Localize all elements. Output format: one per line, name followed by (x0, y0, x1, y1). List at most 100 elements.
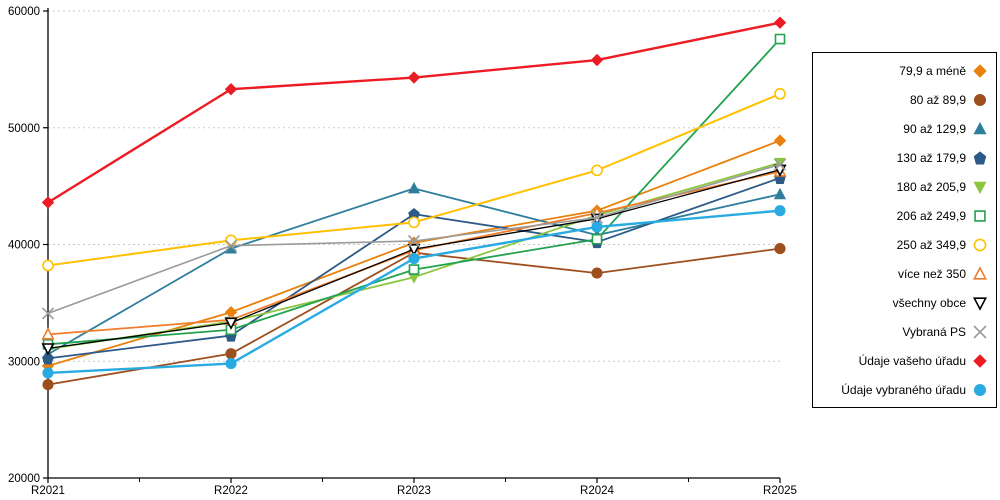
circle-marker (774, 205, 786, 217)
x-tick-label: R2024 (580, 485, 614, 497)
legend-marker-icon (972, 265, 988, 280)
triangle-down-open-marker (41, 343, 55, 356)
diamond-marker (407, 71, 421, 84)
legend-item-label: 250 až 349,9 (896, 237, 966, 252)
legend-item-0: 79,9 a méně (817, 62, 988, 79)
legend-marker-icon (973, 238, 987, 251)
y-tick-label: 50000 (8, 123, 40, 135)
y-tick-label: 60000 (8, 6, 40, 18)
circle-marker (225, 358, 237, 370)
triangle-down-open-marker (224, 317, 238, 330)
legend-item-8: všechny obce (817, 294, 988, 311)
legend-marker-icon (973, 121, 987, 134)
legend-item-label: Vybraná PS (902, 324, 966, 339)
circle-open-marker (408, 216, 420, 229)
legend-marker-icon (973, 181, 987, 194)
diamond-marker (773, 16, 787, 29)
legend-item-label: 130 až 179,9 (896, 150, 966, 165)
y-tick-label: 20000 (8, 473, 40, 485)
x-tick-label: R2025 (763, 485, 797, 497)
legend-item-11: Údaje vybraného úřadu (817, 381, 988, 398)
triangle-down-marker (973, 181, 987, 194)
square-open-marker (408, 264, 420, 275)
x-open-marker (41, 307, 55, 320)
x-open-marker (590, 211, 604, 224)
triangle-down-open-marker (972, 296, 988, 311)
legend-marker-icon (972, 296, 988, 311)
legend-marker-icon (974, 209, 986, 222)
legend-item-4: 180 až 205,9 (817, 178, 988, 195)
square-open-marker (974, 209, 986, 222)
legend-item-3: 130 až 179,9 (817, 149, 988, 166)
triangle-down-open-marker (407, 243, 421, 257)
series-11 (42, 205, 786, 379)
circle-marker (774, 243, 786, 255)
legend-item-label: 80 až 89,9 (909, 92, 966, 107)
circle-open-marker (774, 88, 786, 100)
pentagon-marker (42, 352, 54, 365)
legend-marker-icon (973, 63, 987, 78)
circle-marker (408, 252, 420, 265)
legend-marker-icon (973, 324, 987, 339)
legend-item-10: Údaje vašeho úřadu (817, 352, 988, 369)
series-9 (41, 158, 787, 320)
x-open-marker (973, 324, 987, 339)
legend-marker-icon (973, 353, 987, 368)
legend-marker-icon (973, 383, 987, 396)
series-6 (42, 88, 786, 272)
x-tick-label: R2022 (214, 485, 248, 497)
legend-item-label: všechny obce (892, 295, 966, 310)
diamond-marker (41, 196, 55, 209)
x-open-marker (407, 234, 421, 248)
circle-open-marker (42, 259, 54, 272)
x-tick-label: R2023 (397, 485, 431, 497)
triangle-up-marker (773, 187, 787, 200)
x-open-marker (224, 239, 238, 252)
legend-marker-icon (973, 93, 987, 106)
square-open-marker (591, 233, 603, 245)
legend-item-6: 250 až 349,9 (817, 236, 988, 253)
circle-marker (591, 221, 603, 233)
legend-item-label: 90 až 129,9 (903, 121, 966, 136)
circle-open-marker (591, 164, 603, 177)
pentagon-marker (973, 150, 987, 164)
y-tick-label: 30000 (8, 356, 40, 368)
diamond-marker (224, 83, 238, 96)
series-10 (41, 16, 787, 209)
legend-item-5: 206 až 249,9 (817, 207, 988, 224)
triangle-up-marker (407, 181, 421, 194)
y-tick-label: 40000 (8, 240, 40, 252)
triangle-up-open-marker (972, 265, 988, 280)
circle-marker (973, 383, 987, 396)
legend-item-2: 90 až 129,9 (817, 120, 988, 137)
legend-marker-icon (973, 150, 987, 164)
triangle-up-open-marker (41, 327, 55, 340)
legend-item-7: více než 350 (817, 265, 988, 282)
x-open-marker (773, 158, 787, 171)
circle-marker (42, 367, 54, 379)
legend-item-label: 180 až 205,9 (896, 179, 966, 194)
circle-open-marker (973, 238, 987, 251)
legend-item-label: 206 až 249,9 (896, 208, 966, 223)
diamond-marker (590, 53, 604, 67)
legend-item-1: 80 až 89,9 (817, 91, 988, 108)
circle-marker (591, 267, 603, 279)
legend-item-label: Údaje vybraného úřadu (841, 382, 966, 397)
circle-open-marker (225, 234, 237, 247)
circle-marker (42, 379, 54, 391)
diamond-marker (973, 353, 987, 368)
series-line (47, 21, 781, 204)
legend-item-label: více než 350 (897, 266, 966, 281)
legend-item-label: Údaje vašeho úřadu (858, 353, 966, 368)
diamond-marker (973, 63, 987, 78)
legend-item-label: 79,9 a méně (899, 63, 966, 78)
series-5 (42, 33, 786, 350)
circle-marker (225, 348, 237, 360)
triangle-up-marker (973, 121, 987, 134)
x-tick-label: R2021 (31, 485, 65, 497)
legend: 79,9 a méně 80 až 89,9 90 až 129,9 130 až 1… (812, 52, 997, 408)
legend-item-9: Vybraná PS (817, 323, 988, 340)
diamond-marker (773, 134, 787, 147)
